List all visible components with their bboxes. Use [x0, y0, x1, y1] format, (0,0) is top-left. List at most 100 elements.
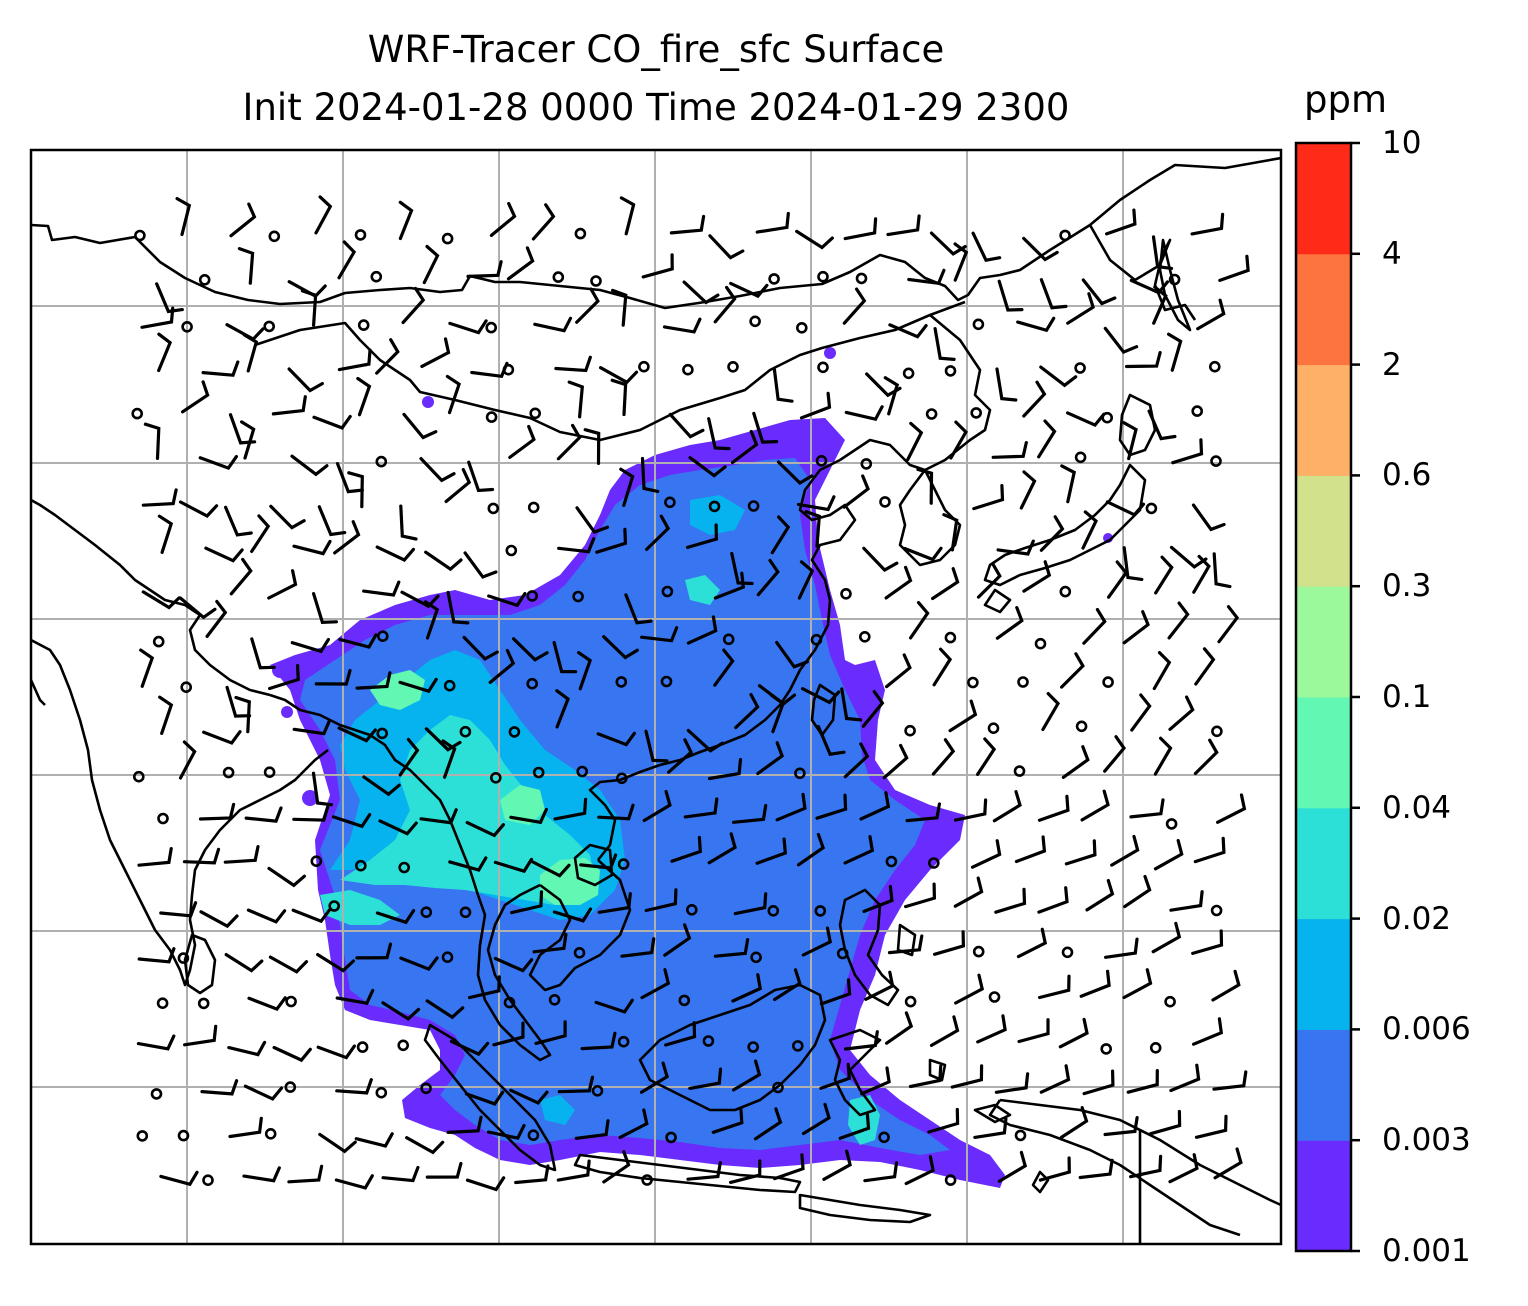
co-contour-region	[320, 890, 400, 925]
wind-barb	[531, 860, 571, 878]
wind-barb	[316, 953, 355, 973]
wind-barb	[1060, 464, 1077, 504]
wind-barb	[801, 926, 833, 957]
wind-barb	[1061, 745, 1090, 779]
wind-barb	[730, 429, 759, 465]
wind-barb	[772, 367, 794, 403]
co-contour-region	[540, 1095, 575, 1125]
wind-barb	[1152, 651, 1172, 691]
calm-wind-circle	[285, 995, 297, 1008]
wind-barb	[713, 938, 750, 958]
wind-barb	[1081, 510, 1098, 550]
wind-barb	[776, 460, 814, 486]
co-fire-field	[270, 347, 1113, 1188]
calm-wind-circle	[791, 1040, 804, 1052]
wind-barb	[888, 323, 928, 339]
wind-barb	[143, 422, 161, 460]
wind-barb	[816, 724, 846, 756]
wind-barb	[1125, 351, 1162, 369]
calm-wind-circle	[1145, 502, 1158, 515]
wind-barb	[640, 456, 660, 493]
wind-barb	[683, 797, 719, 819]
wind-barb	[381, 1165, 420, 1183]
wind-barb	[204, 546, 244, 563]
wind-barb	[1167, 332, 1183, 372]
wind-barb	[997, 1150, 1028, 1183]
wind-barb	[1019, 470, 1037, 510]
wind-barb	[567, 380, 585, 419]
colorbar-segment	[1296, 1029, 1351, 1141]
wind-barb	[292, 539, 332, 556]
wind-barb	[931, 567, 960, 601]
wind-barb	[904, 1155, 935, 1186]
calm-wind-circle	[197, 997, 210, 1010]
calm-wind-circle	[459, 906, 472, 919]
wind-barb	[531, 203, 556, 241]
wind-barb	[1103, 326, 1139, 355]
calm-wind-circle	[573, 946, 586, 959]
wind-barb	[1060, 652, 1085, 689]
wind-barb	[729, 1159, 762, 1184]
wind-barb	[933, 930, 966, 956]
wind-barb	[224, 505, 253, 537]
wind-barb	[1103, 735, 1127, 773]
calm-wind-circle	[927, 857, 940, 869]
lat-lon-grid	[31, 150, 1281, 1244]
calm-wind-circle	[860, 458, 873, 470]
wind-barb	[240, 420, 256, 460]
wind-barb	[1104, 937, 1139, 959]
wind-barb	[1147, 409, 1177, 441]
calm-wind-circle	[376, 727, 389, 740]
colorbar-tick-label: 10	[1382, 125, 1422, 161]
calm-wind-circle	[615, 772, 628, 785]
wind-barb	[267, 866, 306, 888]
wind-barb	[707, 417, 731, 451]
calm-wind-circle	[263, 320, 276, 333]
calm-wind-circle	[747, 500, 760, 512]
wind-barb	[493, 857, 534, 874]
wind-barb	[795, 229, 834, 250]
wind-barb	[1105, 500, 1146, 517]
calm-wind-circle	[617, 858, 630, 870]
wind-barb	[639, 1061, 669, 1094]
wind-barb	[317, 505, 347, 537]
wind-barb	[311, 771, 333, 807]
wind-barb	[686, 1161, 722, 1181]
wind-barb	[942, 513, 959, 552]
calm-wind-circle	[310, 855, 323, 868]
wind-barb	[1103, 1116, 1139, 1137]
wind-barb	[492, 1021, 525, 1047]
calm-wind-circle	[591, 1085, 604, 1097]
wind-barb	[1037, 794, 1070, 822]
calm-wind-circle	[459, 725, 472, 738]
wind-barb	[441, 739, 457, 779]
wind-barb	[1022, 236, 1059, 262]
colorbar-segment	[1296, 253, 1351, 366]
wind-barb	[159, 1170, 199, 1187]
calm-wind-circle	[177, 952, 190, 964]
wind-barb	[1191, 503, 1226, 532]
calm-wind-circle	[750, 951, 762, 964]
wind-barb	[470, 361, 509, 379]
calm-wind-circle	[356, 1041, 369, 1053]
calm-wind-circle	[354, 229, 367, 241]
co-contour-speck	[302, 790, 318, 806]
colorbar-segment	[1296, 143, 1351, 255]
wind-barb	[242, 1166, 281, 1183]
wind-barb	[1064, 839, 1097, 866]
co-contour-region	[500, 785, 545, 825]
wind-barb	[508, 424, 536, 459]
wind-barb	[1211, 969, 1241, 1002]
wind-barb	[713, 648, 735, 687]
calm-wind-circle	[150, 1088, 163, 1100]
calm-wind-circle	[1013, 765, 1026, 777]
wind-barb	[667, 738, 694, 774]
wind-barb	[1039, 278, 1068, 310]
wind-barb	[731, 973, 762, 1003]
wind-barb	[882, 743, 909, 780]
calm-wind-circle	[904, 995, 917, 1008]
calm-wind-circle	[795, 321, 808, 334]
wind-barb	[1017, 1018, 1050, 1044]
colorbar-segment	[1296, 697, 1351, 809]
calm-wind-circle	[572, 590, 584, 603]
